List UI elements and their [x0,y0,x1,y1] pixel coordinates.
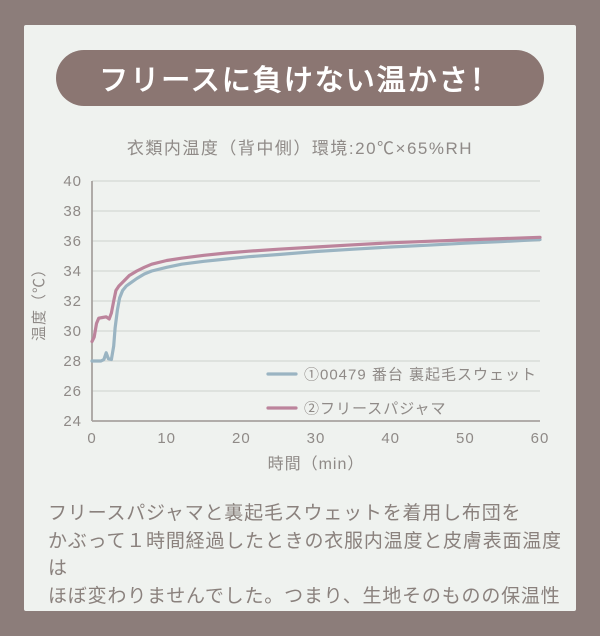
y-tick-label-30: 30 [63,323,82,340]
x-tick-label-0: 0 [87,430,96,447]
y-tick-label-38: 38 [63,203,82,220]
chart-subtitle: 衣類内温度（背中側）環境:20℃×65%RH [126,139,474,158]
x-tick-label-60: 60 [531,430,550,447]
x-tick-label-20: 20 [232,430,251,447]
description-text: フリースパジャマと裏起毛スウェットを着用し布団を かぶって１時間経過したときの衣… [48,503,562,607]
temperature-line-chart: 24 26 28 30 32 34 36 38 40 0 10 20 30 40 50 60 時間（min） 温度… [31,173,550,473]
series-line-2 [90,235,542,344]
x-tick-label-30: 30 [307,430,326,447]
x-tick-label-40: 40 [381,430,400,447]
y-tick-label-28: 28 [63,353,82,370]
legend-label-1: ①00479 番台 裏起毛スウェット [304,366,537,384]
chart-container: 24 26 28 30 32 34 36 38 40 0 10 20 30 40 50 60 時間（min） 温度… [24,173,576,486]
x-tick-label-50: 50 [456,430,475,447]
y-tick-label-36: 36 [63,233,82,250]
y-tick-label-32: 32 [63,293,82,310]
y-tick-label-40: 40 [63,175,82,190]
headline-banner: フリースに負けない温かさ！ [56,50,544,106]
y-axis-title: 温度（℃） [31,261,48,341]
headline-text: フリースに負けない温かさ！ [99,65,501,97]
y-tick-label-34: 34 [63,263,82,280]
y-tick-label-24: 24 [63,413,82,430]
x-axis-title: 時間（min） [268,455,365,473]
legend-label-2: ②フリースパジャマ [304,401,447,418]
y-tick-label-26: 26 [63,383,82,400]
series-line-1 [90,237,542,363]
x-tick-label-10: 10 [157,430,176,447]
page-background: フリースに負けない温かさ！ 衣類内温度（背中側）環境:20℃×65%RH 24 2… [24,25,576,611]
